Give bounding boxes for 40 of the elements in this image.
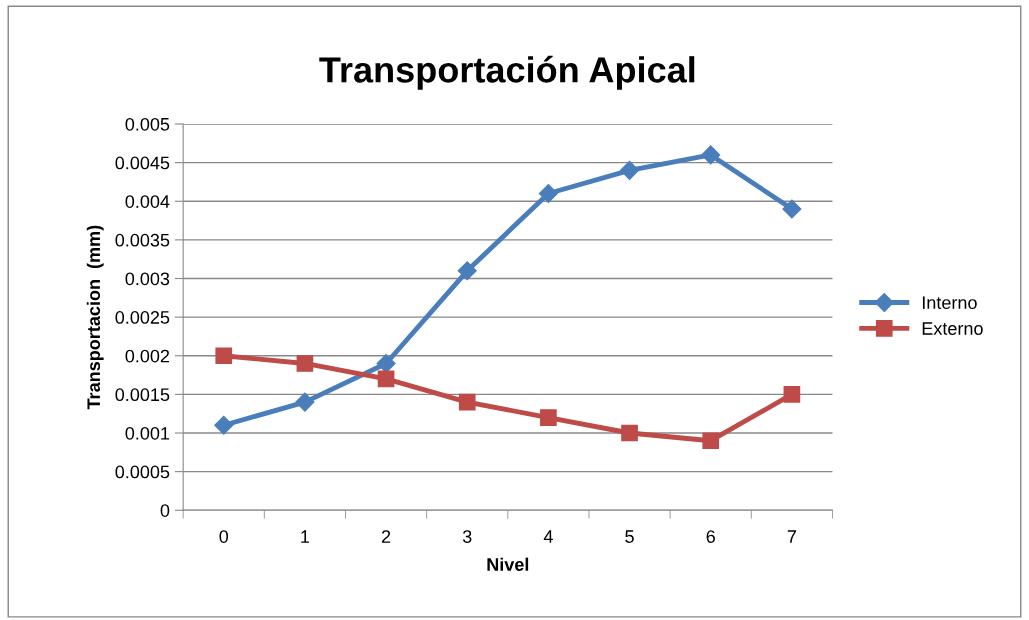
- y-tick-label: 0.003: [125, 272, 170, 286]
- point: [702, 432, 720, 450]
- point: [538, 183, 558, 204]
- point: [214, 415, 234, 435]
- x-axis-title: Nivel: [487, 557, 529, 571]
- y-tick-label: 0.0045: [115, 156, 170, 170]
- point: [457, 261, 477, 281]
- y-tick-label: 0.0035: [115, 233, 170, 247]
- point: [782, 199, 802, 219]
- x-tick-label: 2: [381, 530, 391, 543]
- x-tick-label: 0: [219, 530, 229, 543]
- y-tick-label: 0.0015: [115, 388, 170, 402]
- point: [215, 347, 233, 365]
- point: [296, 355, 314, 372]
- point: [377, 370, 395, 388]
- x-tick-label: 7: [787, 530, 796, 543]
- y-tick-label: 0: [160, 504, 170, 517]
- x-tick-label: 3: [462, 530, 472, 543]
- point: [701, 145, 721, 165]
- y-tick-label: 0.004: [125, 195, 170, 208]
- y-tick-label: 0.0005: [115, 465, 170, 479]
- y-tick-label: 0.005: [125, 117, 170, 131]
- x-tick-label: 6: [706, 530, 715, 543]
- point: [376, 353, 396, 374]
- point: [295, 392, 315, 412]
- point: [620, 160, 640, 180]
- legend-label: Externo: [922, 322, 983, 335]
- point: [540, 409, 557, 426]
- x-tick-label: 5: [625, 530, 634, 543]
- y-tick-label: 0.002: [125, 349, 170, 363]
- y-tick-label: 0.001: [125, 426, 170, 440]
- x-tick-label: 4: [543, 530, 553, 543]
- y-axis-title: Transportacion (mm): [86, 225, 104, 410]
- point: [458, 393, 476, 411]
- y-tick-label: 0.0025: [115, 311, 170, 324]
- x-tick-label: 1: [301, 530, 310, 543]
- point: [621, 424, 638, 442]
- point: [783, 386, 801, 403]
- legend-label: Interno: [922, 296, 977, 310]
- chart-title: Transportación Apical: [319, 55, 695, 90]
